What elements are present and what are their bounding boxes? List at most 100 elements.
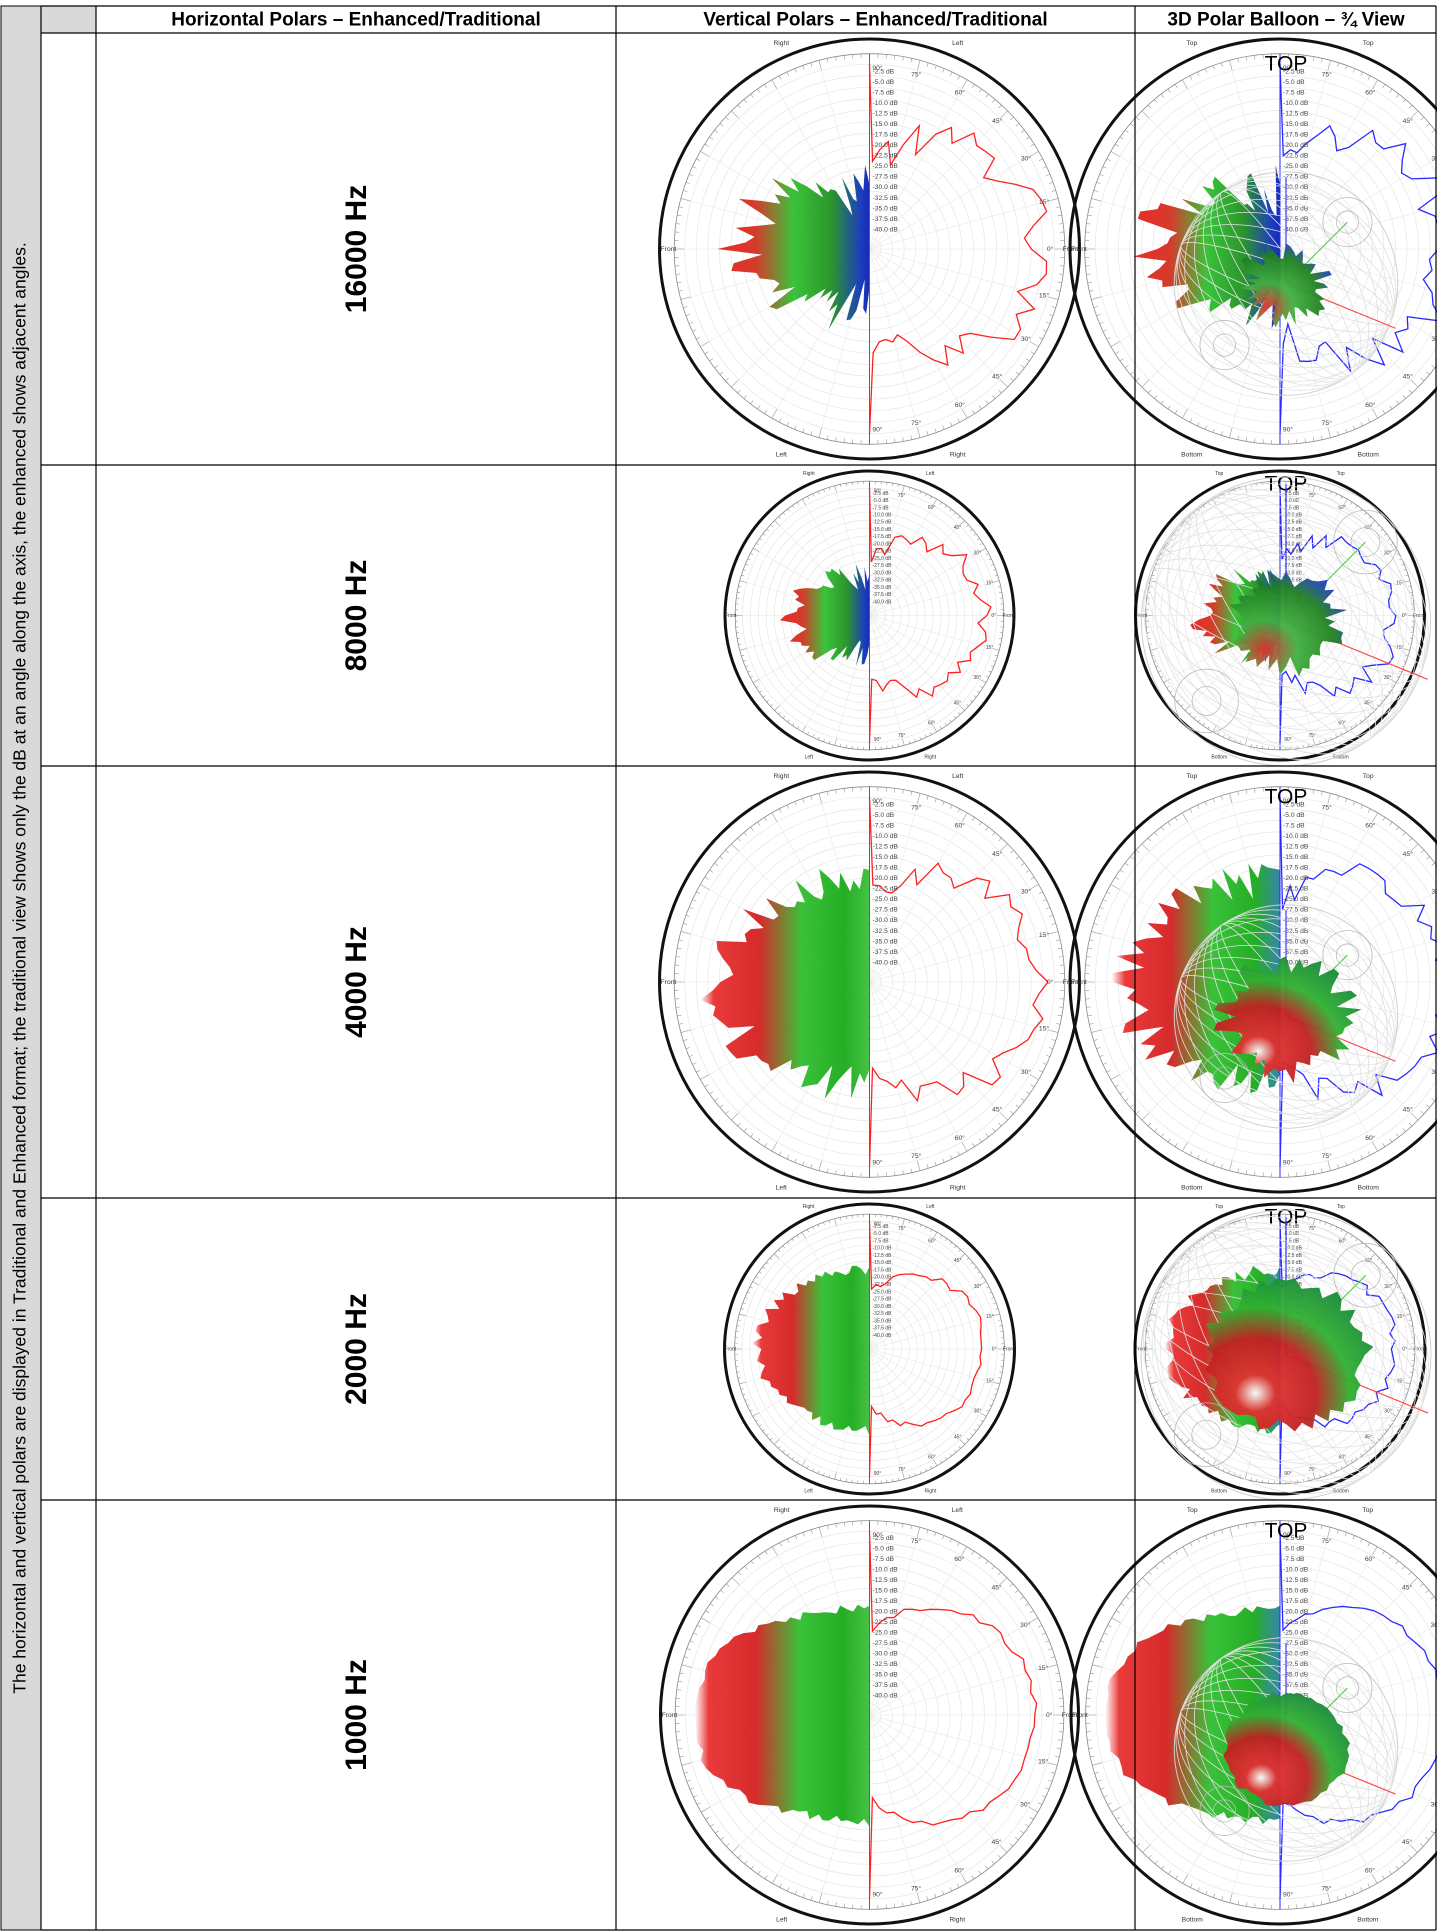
polar-tick <box>1176 1551 1178 1555</box>
db-scale-label: -35.0 dB <box>873 938 899 945</box>
polar-tick <box>1158 1405 1161 1406</box>
db-scale-label: -20.0 dB <box>873 875 899 882</box>
polar-tick <box>992 1861 995 1864</box>
angle-label: 60° <box>955 1134 965 1142</box>
polar-tick <box>957 1884 959 1888</box>
polar-tick <box>981 1277 983 1279</box>
polar-tick <box>738 1123 741 1126</box>
polar-tick <box>792 505 794 507</box>
polar-tick <box>813 1227 814 1230</box>
polar-tick <box>970 529 972 531</box>
db-scale-label: -17.5 dB <box>1283 1598 1309 1605</box>
polar-tick <box>743 1303 746 1304</box>
polar-tick <box>846 483 847 486</box>
db-scale-label: -7.5 dB <box>873 1556 895 1563</box>
polar-tick <box>1381 1434 1383 1436</box>
polar-tick <box>1026 870 1029 872</box>
angle-label: 60° <box>928 1454 936 1460</box>
polar-tick <box>720 123 723 126</box>
polar-tick <box>697 1803 701 1805</box>
polar-tick <box>974 696 976 698</box>
angle-label: 30° <box>973 551 981 557</box>
polar-tick <box>1112 1807 1121 1812</box>
polar-tick <box>1400 1292 1403 1293</box>
polar-tick <box>1345 798 1346 802</box>
polar-tick <box>1399 559 1402 560</box>
polar-tick <box>765 84 767 88</box>
polar-tick <box>1112 1618 1121 1623</box>
polar-tick <box>1031 352 1035 354</box>
db-scale-label: -40.0 dB <box>873 959 899 966</box>
polar-tick <box>1383 410 1385 414</box>
column-header: Vertical Polars – Enhanced/Traditional <box>703 10 1047 31</box>
polar-tick <box>1336 1469 1337 1472</box>
polar-tick <box>1205 69 1207 73</box>
polar-tick <box>807 1466 808 1469</box>
polar-tick <box>1360 1539 1362 1543</box>
polar-tick <box>1218 1229 1219 1232</box>
db-scale-label: -17.5 dB <box>873 1598 899 1605</box>
polar-tick <box>998 644 1001 645</box>
polar-tick <box>689 1055 693 1057</box>
polar-tick <box>710 870 713 872</box>
angle-label: 30° <box>1384 1284 1392 1290</box>
polar-tick <box>1161 401 1164 404</box>
polar-tick <box>770 1258 772 1260</box>
angle-label: 60° <box>955 821 965 829</box>
polar-tick <box>803 798 804 802</box>
polar-tick <box>998 1855 1001 1858</box>
polar-tick <box>1010 850 1013 853</box>
polar-tick <box>903 1170 904 1174</box>
polar-tick <box>753 548 759 552</box>
polar-tick <box>844 1171 845 1175</box>
polar-tick <box>992 581 999 583</box>
db-scale-label: -30.0 dB <box>873 1304 893 1310</box>
polar-tick <box>1353 802 1355 806</box>
polar-tick <box>1091 1030 1101 1033</box>
side-label: Right <box>950 452 966 459</box>
polar-tick <box>738 838 741 841</box>
polar-tick <box>999 1372 1002 1373</box>
polar-tick <box>1372 1142 1377 1151</box>
polar-tick <box>945 505 947 507</box>
polar-tick <box>1341 1229 1342 1232</box>
polar-tick <box>1356 1239 1358 1241</box>
polar-tick <box>1246 57 1247 61</box>
db-scale-label: -27.5 dB <box>873 1640 899 1647</box>
polar-tick <box>1406 1308 1409 1309</box>
polar-tick <box>1088 215 1092 216</box>
polar-tick <box>676 274 680 275</box>
polar-tick <box>1100 174 1104 176</box>
polar-tick <box>1131 1837 1134 1840</box>
polar-tick <box>1341 732 1342 735</box>
polar-tick <box>1177 700 1179 702</box>
side-label: Top <box>1362 1507 1373 1514</box>
polar-tick <box>1088 1015 1092 1016</box>
polar-tick <box>1255 55 1256 59</box>
polar-tick <box>930 732 931 735</box>
polar-tick <box>738 586 741 587</box>
page: {"caption": "The horizontal and vertical… <box>0 0 1437 1931</box>
polar-tick <box>1390 406 1392 409</box>
polar-tick <box>894 1171 895 1175</box>
polar-tick <box>925 1227 926 1230</box>
enhanced-polar <box>695 1586 870 1843</box>
side-label: Top <box>1186 40 1197 47</box>
side-label: Left <box>952 40 963 47</box>
polar-tick <box>927 1530 928 1534</box>
polar-tick <box>1089 1023 1093 1024</box>
polar-tick <box>757 406 759 409</box>
polar-tick <box>763 696 765 698</box>
side-label: Bottom <box>1181 452 1203 459</box>
polar-tick <box>930 1229 931 1232</box>
polar-tick <box>1205 1159 1207 1163</box>
polar-tick <box>757 822 759 825</box>
polar-tick <box>1229 1161 1232 1171</box>
polar-tick <box>818 737 819 740</box>
polar-tick <box>894 1522 895 1526</box>
polar-tick <box>974 534 976 536</box>
angle-label: 30° <box>1021 1068 1031 1076</box>
polar-balloon: TOP <box>1102 432 1437 811</box>
polar-tick <box>1142 380 1149 387</box>
angle-label: 30° <box>1384 551 1392 557</box>
